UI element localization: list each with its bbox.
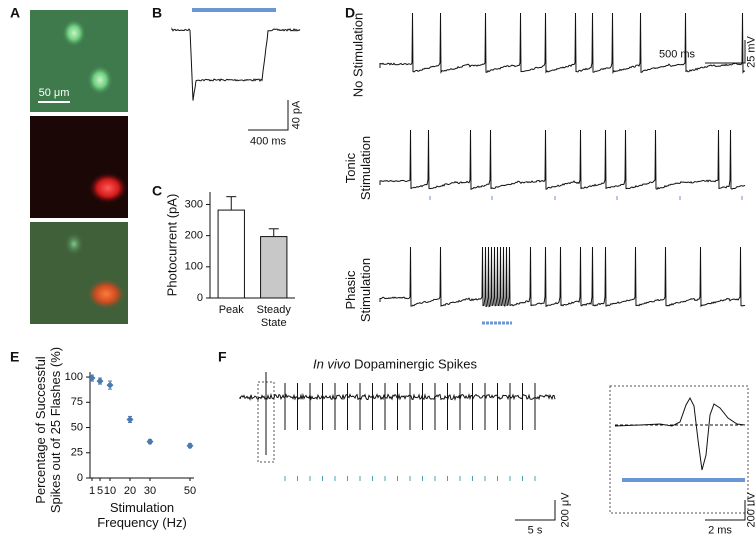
panel-label: F (218, 349, 227, 365)
scale-label: 40 pA (290, 100, 303, 130)
panel-label: A (10, 5, 20, 21)
spike-waveform (614, 396, 746, 471)
scale-label: 2 ms (708, 524, 732, 536)
voltage-trace (379, 12, 746, 75)
photocurrent-trace (171, 27, 301, 101)
title-text: Dopaminergic Spikes (354, 356, 478, 372)
scale-bar (705, 500, 746, 521)
title-italic: In vivo (312, 356, 351, 372)
y-tick-label: 100 (185, 261, 203, 273)
scale-label: 25 mV (745, 36, 755, 68)
scale-label: 500 ms (658, 48, 696, 61)
axis-label: Percentage of Successful Spikes out of 2… (33, 346, 63, 514)
y-tick-label: 25 (71, 447, 83, 459)
data-point (88, 374, 96, 382)
x-tick-label: Peak (218, 304, 244, 316)
inset-box (609, 385, 749, 514)
cell (87, 65, 113, 95)
scale-label: 50 μm (39, 87, 70, 99)
y-tick-label: 300 (185, 198, 203, 210)
cell (86, 278, 126, 310)
scale-bar (515, 500, 556, 521)
x-tick-label: 1 (89, 485, 95, 497)
row-label: Phasic Stimulation (343, 257, 373, 323)
y-tick-label: 100 (65, 371, 83, 383)
x-tick-label: Steady State (256, 304, 291, 329)
scale-label: 5 s (527, 524, 543, 536)
scale-label: 400 ms (249, 135, 287, 148)
bar (217, 209, 245, 299)
voltage-trace (379, 129, 746, 191)
cell (64, 232, 84, 256)
data-point (186, 442, 194, 450)
x-tick-label: 20 (124, 485, 136, 497)
panel-label: B (152, 5, 162, 21)
panel-title: In vivo Dopaminergic Spikes (285, 358, 505, 371)
data-point (126, 415, 134, 423)
x-tick-label: 5 (97, 485, 103, 497)
x-tick-label: 30 (144, 485, 156, 497)
scale-bar (248, 100, 289, 131)
panel-label: D (345, 5, 355, 21)
scale-label: 200 μV (559, 492, 572, 528)
scale-label: 200 μV (745, 492, 755, 528)
row-label: No Stimulation (350, 12, 366, 98)
axis-label: Photocurrent (pA) (164, 193, 180, 297)
x-tick-label: 50 (184, 485, 196, 497)
data-point (96, 377, 104, 385)
cell (62, 19, 86, 47)
x-tick-label: 10 (104, 485, 116, 497)
y-tick-label: 75 (71, 396, 83, 408)
row-label: Tonic Stimulation (343, 135, 373, 201)
panel-label: E (10, 349, 19, 365)
scale-bar (705, 40, 746, 64)
y-tick-label: 0 (197, 292, 203, 304)
data-point (106, 381, 114, 389)
cell (88, 172, 128, 204)
y-tick-label: 0 (77, 472, 83, 484)
data-point (146, 438, 154, 446)
y-tick-label: 50 (71, 421, 83, 433)
panel-label: C (152, 183, 162, 199)
voltage-trace (379, 246, 746, 308)
axis-label: Stimulation Frequency (Hz) (97, 500, 187, 530)
bar (260, 236, 288, 299)
y-tick-label: 200 (185, 230, 203, 242)
